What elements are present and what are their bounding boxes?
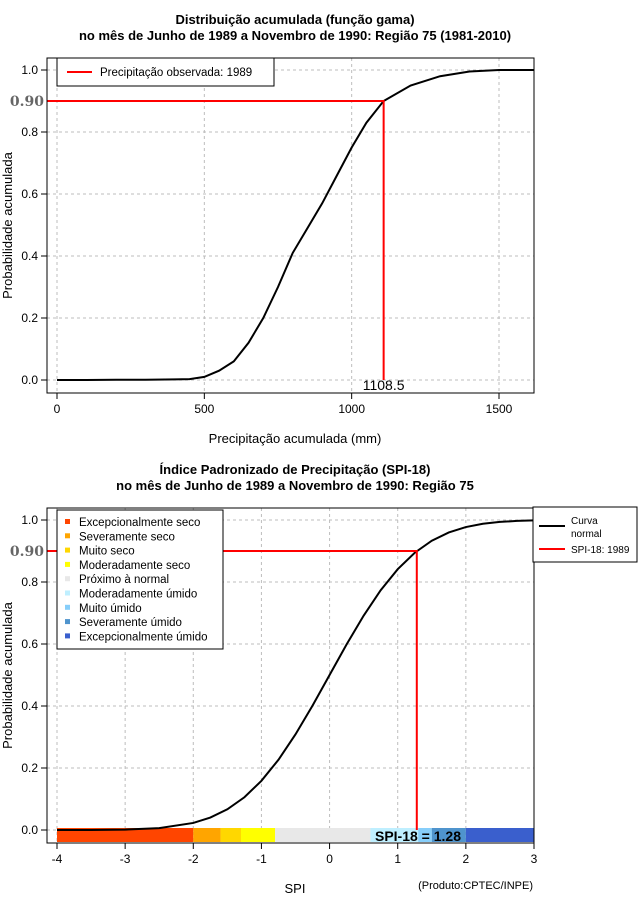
legend: Precipitação observada: 1989 [56, 57, 275, 87]
y-tick-label: 0.4 [21, 699, 38, 713]
chart-subtitle: no mês de Junho de 1989 a Novembro de 19… [79, 28, 511, 43]
x-tick-label: 1500 [486, 402, 513, 416]
legend-curve-label: normal [571, 529, 602, 540]
y-tick-label: 0.8 [21, 125, 38, 139]
y-tick-label: 0.8 [21, 575, 38, 589]
y-tick-label: 1.0 [21, 513, 38, 527]
y-tick-label: 0.2 [21, 311, 38, 325]
chart-title: Índice Padronizado de Precipitação (SPI-… [160, 462, 431, 477]
category-label: Severamente úmido [79, 617, 182, 629]
gamma-cdf-chart: Distribuição acumulada (função gama)no m… [0, 12, 535, 446]
x-tick-label: 500 [194, 402, 214, 416]
legend-curve-label: Curva [571, 516, 598, 527]
category-marker-icon [65, 633, 70, 639]
x-axis-label: SPI [285, 881, 306, 896]
x-tick-label: -3 [120, 852, 131, 866]
category-legend: Excepcionalmente seco Severamente seco Mui… [56, 509, 224, 650]
x-axis-label: Precipitação acumulada (mm) [209, 431, 382, 446]
category-label: Muito seco [79, 546, 135, 558]
category-marker-icon [65, 576, 70, 582]
x-tick-label: 0 [54, 402, 61, 416]
chart-title: Distribuição acumulada (função gama) [175, 12, 414, 27]
category-marker-icon [65, 619, 70, 625]
legend-box [56, 57, 275, 87]
probability-label: 0.90 [10, 544, 44, 560]
y-axis-label: Probabilidade acumulada [0, 151, 15, 298]
x-tick-label: 1 [394, 852, 401, 866]
y-tick-label: 0.2 [21, 761, 38, 775]
category-label: Muito úmido [79, 603, 142, 615]
x-tick-label: 0 [326, 852, 333, 866]
category-band [193, 828, 221, 842]
y-tick-label: 0.6 [21, 637, 38, 651]
category-label: Próximo à normal [79, 574, 169, 586]
y-tick-label: 0.4 [21, 249, 38, 263]
x-tick-label: 2 [463, 852, 470, 866]
category-marker-icon [65, 590, 70, 596]
x-tick-label: 1000 [338, 402, 365, 416]
category-band [465, 828, 534, 842]
category-label: Moderadamente úmido [79, 589, 197, 601]
y-axis-label: Probabilidade acumulada [0, 601, 15, 748]
category-marker-icon [65, 533, 70, 539]
category-band [418, 828, 432, 842]
category-label: Excepcionalmente seco [79, 517, 200, 529]
x-tick-label: -1 [256, 852, 267, 866]
spi-chart: Índice Padronizado de Precipitação (SPI-… [0, 462, 538, 896]
observed-line [47, 100, 385, 380]
category-band [220, 828, 241, 842]
x-tick-label: -2 [188, 852, 199, 866]
series-legend: Curva normal SPI-18: 1989 [532, 506, 638, 563]
x-tick-label: -4 [52, 852, 63, 866]
category-band [370, 828, 419, 842]
plot-frame [46, 57, 535, 394]
legend-spi-label: SPI-18: 1989 [571, 545, 630, 556]
category-label: Severamente seco [79, 531, 175, 543]
y-tick-label: 0.0 [21, 823, 38, 837]
category-marker-icon [65, 547, 70, 553]
legend-label: Precipitação observada: 1989 [100, 67, 252, 79]
footer-credit: (Produto:CPTEC/INPE) [418, 880, 533, 892]
cdf-curve [57, 69, 535, 381]
probability-label: 0.90 [10, 94, 44, 110]
category-band [431, 828, 466, 842]
series-legend-box [532, 506, 638, 563]
category-label: Moderadamente seco [79, 560, 190, 572]
category-marker-icon [65, 519, 70, 524]
category-marker-icon [65, 604, 70, 610]
category-band [57, 828, 194, 842]
category-marker-icon [65, 561, 70, 567]
observed-value-label: 1108.5 [363, 377, 405, 393]
y-tick-label: 0.6 [21, 187, 38, 201]
category-band [275, 828, 371, 842]
chart-subtitle: no mês de Junho de 1989 a Novembro de 19… [116, 478, 474, 493]
category-legend-box [56, 509, 224, 650]
observed-value-label: SPI-18 = 1.28 [375, 828, 461, 844]
category-band [240, 828, 276, 842]
cdf-curve [56, 519, 535, 831]
y-tick-label: 0.0 [21, 373, 38, 387]
category-label: Excepcionalmente úmido [79, 631, 208, 643]
x-tick-label: 3 [531, 852, 538, 866]
y-tick-label: 1.0 [21, 63, 38, 77]
plot-frame [46, 507, 535, 844]
